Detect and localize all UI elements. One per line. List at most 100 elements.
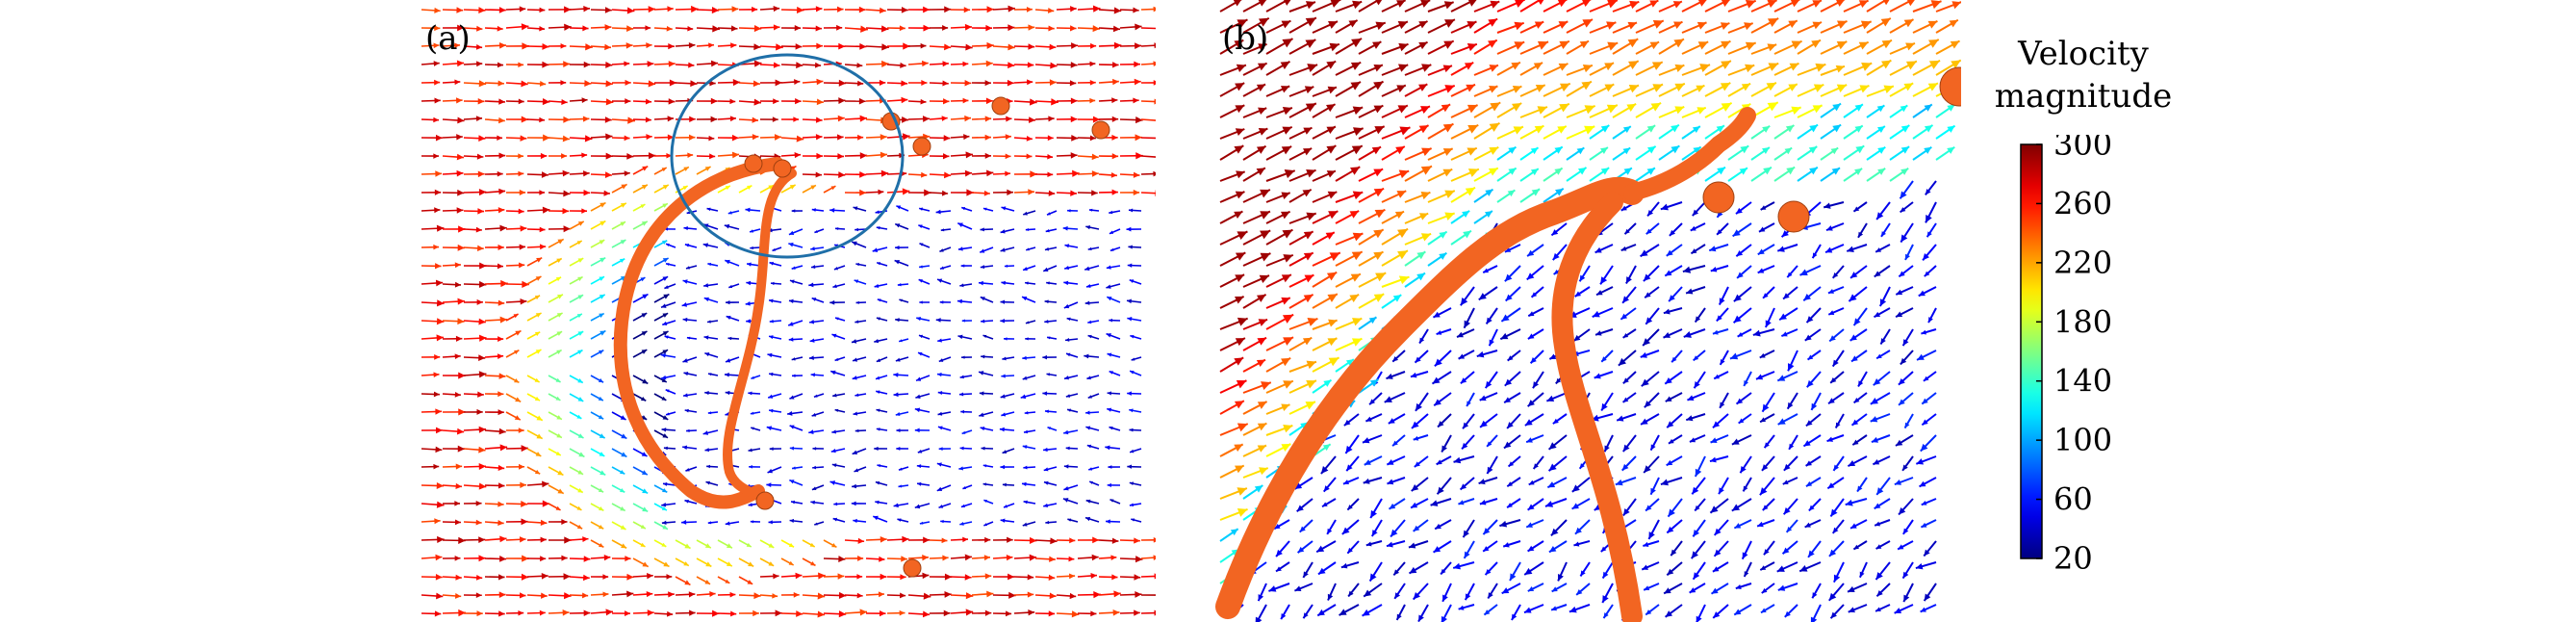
- velocity-arrow: [1341, 519, 1360, 535]
- velocity-arrow: [526, 609, 546, 616]
- velocity-arrow: [1912, 103, 1933, 118]
- velocity-arrow: [1618, 350, 1637, 367]
- velocity-arrow: [1870, 413, 1891, 423]
- velocity-arrow: [1441, 583, 1452, 603]
- velocity-arrow: [611, 590, 634, 598]
- velocity-arrow: [1219, 400, 1245, 415]
- velocity-arrow: [548, 448, 562, 456]
- velocity-arrow: [505, 298, 527, 305]
- velocity-arrow: [1912, 0, 1942, 13]
- velocity-arrow: [526, 275, 542, 285]
- velocity-arrow: [1335, 294, 1360, 309]
- velocity-arrow: [1545, 392, 1568, 402]
- velocity-arrow: [1275, 561, 1290, 573]
- velocity-arrow: [1843, 84, 1870, 97]
- velocity-arrow: [1358, 228, 1385, 246]
- velocity-arrow: [526, 226, 546, 233]
- velocity-arrow: [1526, 244, 1544, 257]
- velocity-arrow: [653, 134, 675, 141]
- velocity-arrow: [1001, 374, 1015, 378]
- velocity-arrow: [1623, 222, 1637, 235]
- velocity-arrow: [759, 79, 782, 87]
- velocity-arrow: [958, 392, 973, 397]
- velocity-arrow: [1140, 594, 1156, 596]
- velocity-arrow: [1427, 1, 1455, 13]
- velocity-arrow: [569, 170, 590, 177]
- velocity-arrow: [1108, 465, 1121, 469]
- velocity-arrow: [1802, 434, 1822, 448]
- velocity-arrow: [957, 334, 973, 340]
- velocity-arrow: [1315, 540, 1337, 554]
- velocity-arrow: [907, 60, 929, 67]
- velocity-arrow: [1335, 61, 1362, 76]
- velocity-arrow: [526, 134, 550, 142]
- velocity-arrow: [1487, 583, 1498, 600]
- velocity-arrow: [703, 297, 719, 303]
- velocity-arrow: [632, 293, 649, 303]
- velocity-arrow: [1643, 265, 1660, 282]
- velocity-arrow: [1592, 307, 1614, 318]
- velocity-arrow: [463, 334, 487, 342]
- velocity-arrow: [876, 356, 888, 363]
- velocity-arrow: [569, 43, 593, 51]
- velocity-arrow: [725, 356, 740, 363]
- velocity-arrow: [1820, 123, 1842, 140]
- velocity-arrow: [1642, 328, 1660, 347]
- velocity-arrow: [653, 275, 669, 285]
- velocity-arrow: [844, 6, 866, 13]
- velocity-arrow: [569, 609, 591, 616]
- velocity-arrow: [1412, 583, 1429, 601]
- velocity-arrow: [929, 98, 950, 105]
- velocity-arrow: [1312, 169, 1337, 182]
- velocity-arrow: [1463, 307, 1475, 329]
- velocity-arrow: [738, 43, 761, 51]
- velocity-arrow: [865, 169, 889, 177]
- velocity-arrow: [1685, 413, 1706, 422]
- velocity-arrow: [1616, 413, 1637, 422]
- velocity-arrow: [1859, 561, 1868, 579]
- velocity-arrow: [1622, 434, 1637, 453]
- velocity-arrow: [505, 98, 524, 105]
- velocity-arrow: [684, 499, 698, 505]
- velocity-arrow: [442, 42, 461, 48]
- velocity-arrow: [907, 80, 928, 86]
- velocity-arrow: [717, 539, 733, 549]
- velocity-arrow: [1826, 477, 1845, 490]
- velocity-arrow: [1704, 0, 1731, 13]
- velocity-arrow: [938, 356, 952, 363]
- velocity-arrow: [1088, 208, 1100, 212]
- velocity-arrow: [611, 448, 627, 458]
- velocity-arrow: [1519, 124, 1544, 140]
- velocity-arrow: [929, 43, 952, 51]
- velocity-arrow: [1805, 455, 1822, 467]
- velocity-arrow: [1265, 313, 1294, 330]
- velocity-arrow: [1288, 168, 1316, 182]
- velocity-arrow: [442, 482, 463, 489]
- velocity-arrow: [1503, 434, 1521, 450]
- velocity-arrow: [1025, 227, 1036, 232]
- velocity-arrow: [1043, 503, 1058, 508]
- velocity-arrow: [569, 294, 584, 303]
- velocity-arrow: [569, 349, 583, 358]
- velocity-arrow: [938, 503, 952, 508]
- velocity-arrow: [1879, 328, 1891, 345]
- velocity-arrow: [919, 265, 931, 269]
- velocity-arrow: [661, 520, 676, 525]
- velocity-arrow: [929, 153, 950, 160]
- velocity-arrow: [653, 330, 669, 340]
- velocity-arrow: [876, 317, 888, 322]
- velocity-arrow: [834, 226, 846, 231]
- velocity-arrow: [463, 446, 486, 454]
- velocity-arrow: [1691, 477, 1706, 495]
- velocity-arrow: [929, 573, 953, 581]
- velocity-arrow: [1335, 19, 1359, 34]
- velocity-arrow: [1499, 519, 1521, 528]
- velocity-arrow: [876, 390, 888, 395]
- velocity-arrow: [463, 298, 483, 305]
- velocity-arrow: [759, 117, 778, 122]
- velocity-arrow: [611, 411, 626, 421]
- velocity-arrow: [738, 592, 761, 600]
- velocity-arrow: [1788, 434, 1798, 451]
- velocity-arrow: [844, 574, 863, 580]
- velocity-arrow: [1752, 328, 1775, 337]
